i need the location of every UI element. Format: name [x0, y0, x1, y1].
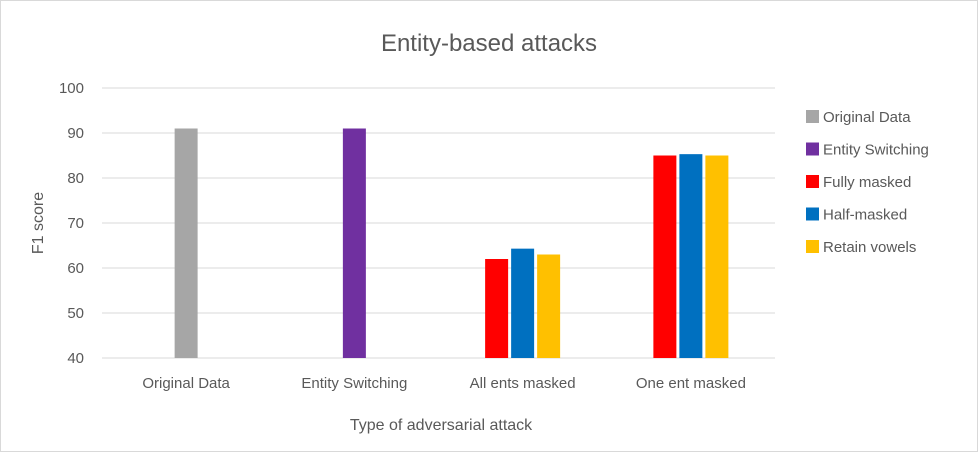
legend-label: Retain vowels	[823, 239, 916, 256]
bar-entity-switching-entity-switching	[342, 128, 366, 358]
legend-swatch	[806, 175, 819, 188]
bar-original-data-original-data	[174, 128, 198, 358]
bars	[174, 128, 729, 358]
x-axis-title: Type of adversarial attack	[350, 417, 533, 434]
legend-swatch	[806, 240, 819, 253]
y-axis-ticks: 40 50 60 70 80 90 100	[59, 80, 84, 367]
x-tick-label: Entity Switching	[301, 375, 407, 392]
bar-retain-vowels-one-ent-masked	[705, 155, 729, 358]
y-tick-label: 80	[67, 170, 84, 187]
y-axis-title: F1 score	[30, 192, 47, 254]
legend-label: Original Data	[823, 109, 911, 126]
legend-swatch	[806, 110, 819, 123]
bar-fully-masked-one-ent-masked	[653, 155, 677, 358]
legend: Original Data Entity Switching Fully maske…	[806, 109, 929, 256]
x-tick-label: All ents masked	[470, 375, 576, 392]
y-tick-label: 60	[67, 260, 84, 277]
legend-swatch	[806, 207, 819, 221]
chart-title: Entity-based attacks	[381, 30, 597, 57]
bar-half-masked-one-ent-masked	[679, 154, 703, 358]
gridlines	[102, 87, 775, 359]
y-tick-label: 100	[59, 80, 84, 97]
y-tick-label: 50	[67, 305, 84, 322]
y-tick-label: 40	[67, 350, 84, 367]
legend-label: Half-masked	[823, 207, 907, 224]
y-tick-label: 70	[67, 215, 84, 232]
legend-swatch	[806, 142, 819, 156]
bar-retain-vowels-all-ents-masked	[537, 254, 561, 358]
bar-half-masked-all-ents-masked	[511, 248, 535, 358]
x-axis-ticks: Original Data Entity Switching All ents ma…	[142, 375, 746, 392]
bar-fully-masked-all-ents-masked	[485, 259, 509, 358]
x-tick-label: Original Data	[142, 375, 230, 392]
legend-label: Entity Switching	[823, 142, 929, 159]
x-tick-label: One ent masked	[636, 375, 746, 392]
legend-label: Fully masked	[823, 174, 911, 191]
y-tick-label: 90	[67, 125, 84, 142]
